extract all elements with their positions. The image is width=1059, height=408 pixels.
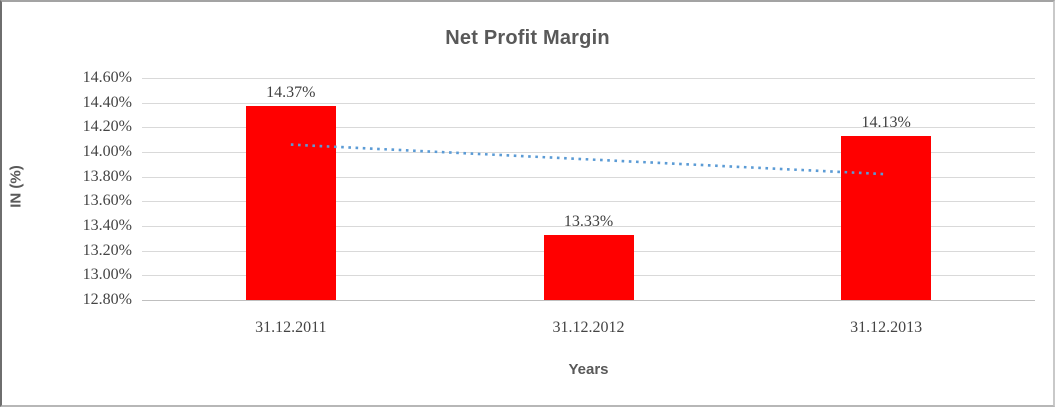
x-category-label: 31.12.2011 [255,319,327,336]
bar-data-label: 14.37% [266,84,316,102]
trendline [290,143,887,176]
gridline [142,78,1035,79]
bar [841,135,932,300]
y-axis-title: IN (%) [7,165,25,208]
chart-title: Net Profit Margin [445,27,610,49]
bar-data-label: 13.33% [563,212,614,230]
x-category-label: 31.12.2012 [552,319,625,336]
gridline [142,300,1035,301]
x-category-label: 31.12.2013 [850,319,923,336]
gridline [142,152,1035,153]
y-tick-label: 14.00% [82,143,132,160]
y-tick-label: 13.80% [82,168,132,185]
y-tick-label: 14.20% [82,118,132,135]
plot-area: 14.37% 13.33% 14.13% [142,78,1035,301]
y-tick-label: 14.40% [82,94,132,111]
gridline [142,201,1035,202]
y-tick-label: 12.80% [82,291,132,308]
gridline [142,177,1035,178]
bar [543,234,634,300]
y-tick-label: 13.20% [82,242,132,259]
gridline [142,226,1035,227]
y-tick-label: 14.60% [82,69,132,86]
bar [245,106,336,300]
gridline [142,103,1035,104]
y-tick-label: 13.00% [82,266,132,283]
y-tick-label: 13.40% [82,217,132,234]
bar-data-label: 14.13% [861,113,911,131]
x-axis-title: Years [568,361,609,378]
gridline [142,127,1035,128]
y-tick-label: 13.60% [82,192,132,209]
